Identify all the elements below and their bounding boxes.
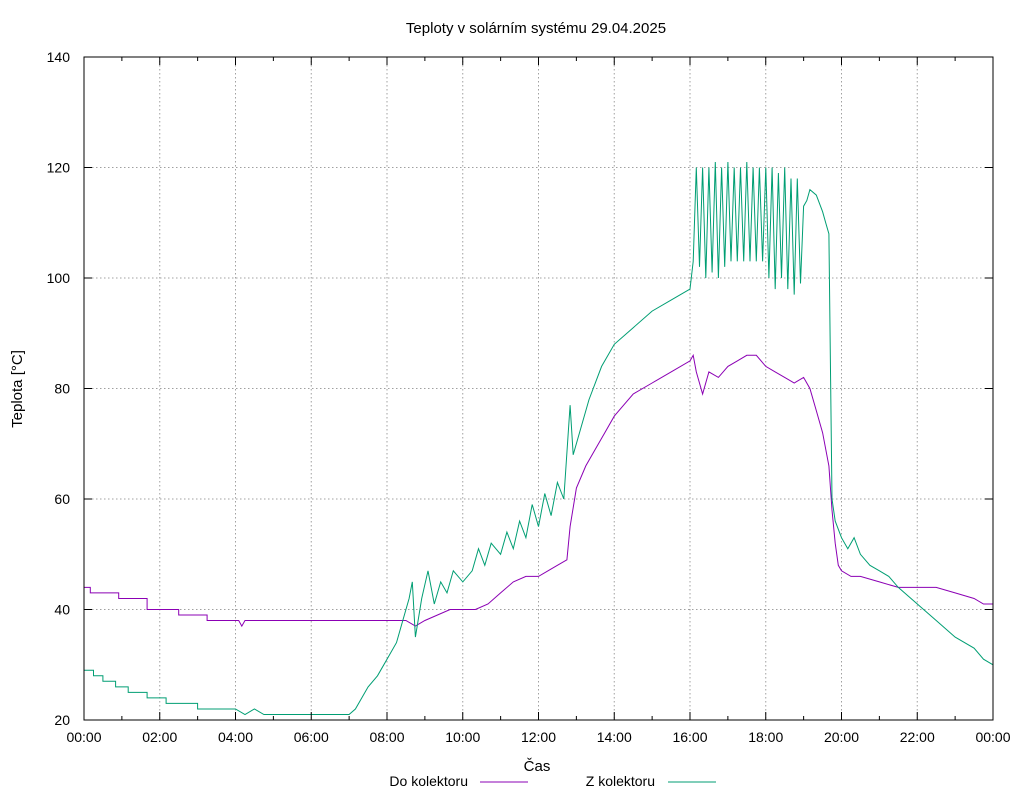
x-tick-label: 12:00 <box>521 729 556 745</box>
legend-label: Z kolektoru <box>586 773 655 789</box>
x-tick-label: 10:00 <box>445 729 480 745</box>
axis-ticks: 00:00 02:00 04:00 06:00 08:00 10:00 12:00 14:00… <box>47 49 1011 745</box>
x-tick-label: 00:00 <box>975 729 1010 745</box>
y-tick-label: 20 <box>54 712 70 728</box>
x-tick-label: 00:00 <box>66 729 101 745</box>
x-tick-label: 20:00 <box>824 729 859 745</box>
chart-title: Teploty v solárním systému 29.04.2025 <box>406 20 666 37</box>
legend: Do kolektoru Z kolektoru <box>389 773 716 789</box>
y-tick-label: 60 <box>54 491 70 507</box>
y-tick-label: 40 <box>54 602 70 618</box>
series-lines <box>84 161 994 716</box>
y-tick-label: 80 <box>54 381 70 397</box>
x-tick-label: 14:00 <box>597 729 632 745</box>
y-tick-label: 140 <box>47 49 71 65</box>
y-axis-label: Teplota [°C] <box>9 350 26 428</box>
x-tick-label: 18:00 <box>748 729 783 745</box>
x-tick-label: 04:00 <box>218 729 253 745</box>
x-tick-label: 22:00 <box>900 729 935 745</box>
y-tick-label: 120 <box>47 160 71 176</box>
x-axis-label: Čas <box>524 758 551 775</box>
x-tick-label: 08:00 <box>369 729 404 745</box>
legend-label: Do kolektoru <box>389 773 468 789</box>
x-tick-label: 06:00 <box>294 729 329 745</box>
series-line-1 <box>84 353 993 628</box>
y-tick-label: 100 <box>47 270 71 286</box>
x-tick-label: 02:00 <box>142 729 177 745</box>
x-tick-label: 16:00 <box>672 729 707 745</box>
grid <box>84 57 993 720</box>
series-line-2 <box>84 161 994 716</box>
